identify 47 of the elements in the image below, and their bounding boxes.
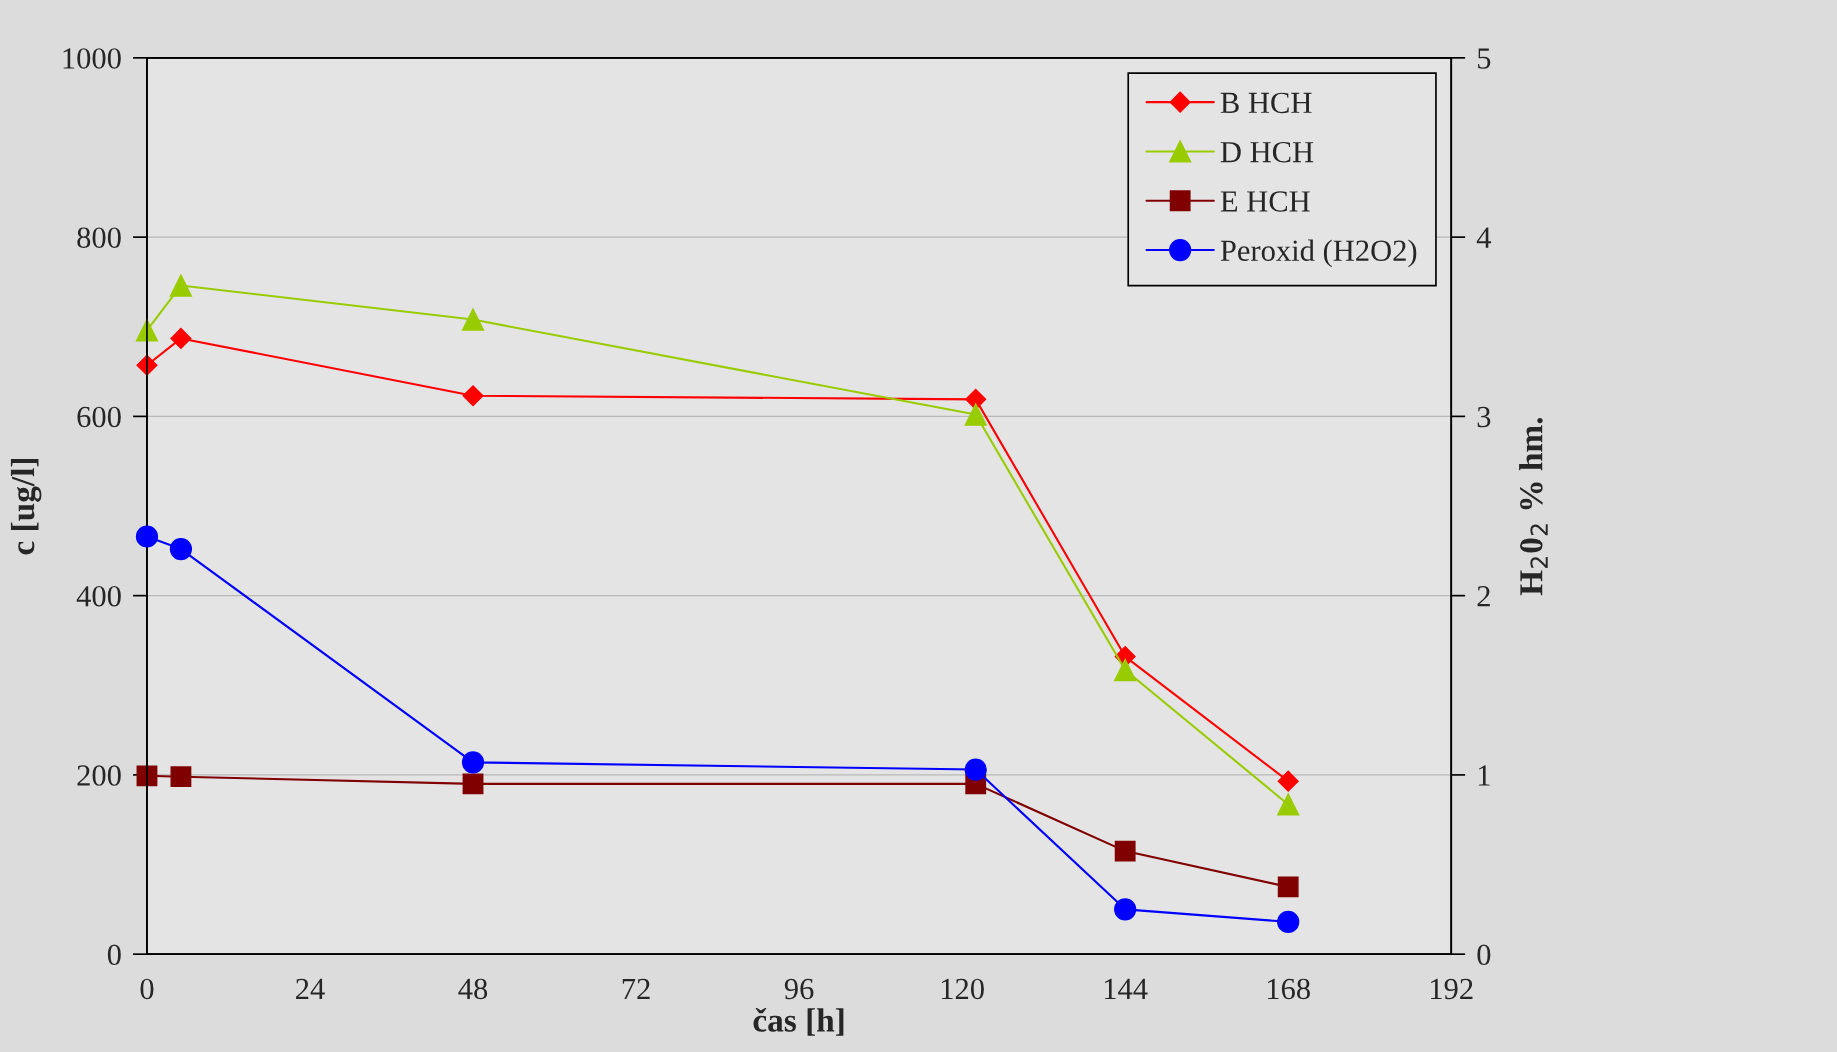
- point: [461, 308, 485, 331]
- y2-tick-label: 0: [1477, 944, 1491, 966]
- point: [135, 525, 159, 548]
- point: [1277, 876, 1299, 898]
- y-tick-label: 0: [107, 944, 121, 966]
- point: [1277, 910, 1300, 934]
- y2-tick-label: 5: [1478, 48, 1491, 69]
- point: [1277, 793, 1300, 816]
- point: [169, 274, 193, 297]
- point: [1114, 898, 1137, 921]
- x-tick-label: 96: [784, 978, 814, 1000]
- point: [1277, 770, 1299, 792]
- legend-label: D HCH: [1220, 141, 1314, 163]
- y2-tick-label: 1: [1478, 765, 1490, 786]
- y-tick-label: 1000: [63, 48, 121, 69]
- point: [965, 388, 987, 410]
- point: [1114, 658, 1137, 682]
- legend-label: B HCH: [1220, 92, 1312, 114]
- y2-tick-label: 3: [1477, 406, 1491, 428]
- x-tick-label: 48: [458, 978, 488, 1000]
- point: [964, 403, 987, 426]
- y-tick-label: 200: [77, 765, 121, 786]
- x-tick-label: 168: [1267, 978, 1310, 1000]
- x-tick-label: 144: [1104, 978, 1148, 999]
- x-tick-label: 72: [622, 978, 650, 999]
- legend-label: Peroxid (H2O2): [1220, 239, 1417, 268]
- x-tick-label: 24: [296, 978, 325, 999]
- point: [170, 327, 192, 349]
- y2-tick-label: 2: [1477, 586, 1490, 607]
- point: [964, 758, 987, 781]
- y-axis-title: c [ug/l]: [10, 458, 42, 555]
- point: [462, 773, 484, 795]
- x-axis-title: čas [h]: [753, 1007, 844, 1036]
- point: [170, 766, 192, 788]
- legend-label: E HCH: [1220, 191, 1310, 212]
- y-tick-label: 800: [77, 227, 121, 249]
- y-tick-label: 600: [77, 406, 121, 428]
- y-tick-label: 400: [76, 585, 121, 607]
- point: [1114, 840, 1136, 862]
- point: [169, 537, 193, 561]
- x-tick-label: 120: [941, 978, 984, 1000]
- point: [461, 751, 485, 774]
- y2-axis-title: H$_{2}$0$_{2}$ % hm.: [1519, 417, 1548, 596]
- y2-tick-label: 4: [1476, 227, 1492, 248]
- point: [462, 385, 484, 407]
- x-tick-label: 192: [1431, 978, 1473, 1000]
- x-tick-label: 0: [140, 978, 154, 1000]
